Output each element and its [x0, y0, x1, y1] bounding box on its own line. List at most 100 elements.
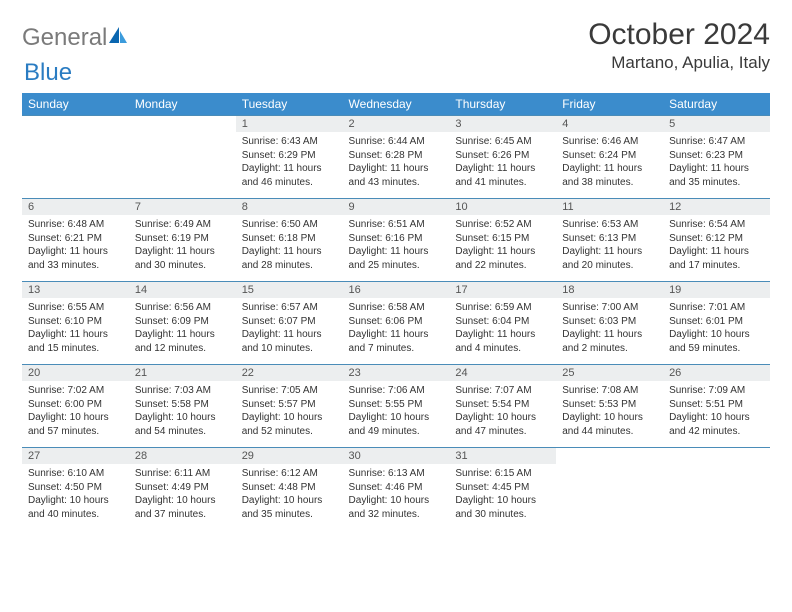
- sunrise-text: Sunrise: 6:13 AM: [349, 467, 444, 481]
- day-number: 25: [556, 365, 663, 381]
- daylight-text: Daylight: 11 hours and 25 minutes.: [349, 245, 444, 272]
- daylight-text: Daylight: 10 hours and 52 minutes.: [242, 411, 337, 438]
- day-content: Sunrise: 6:10 AMSunset: 4:50 PMDaylight:…: [22, 464, 129, 527]
- day-number: 12: [663, 199, 770, 215]
- sunrise-text: Sunrise: 6:46 AM: [562, 135, 657, 149]
- day-cell: 8Sunrise: 6:50 AMSunset: 6:18 PMDaylight…: [236, 199, 343, 282]
- sunrise-text: Sunrise: 6:50 AM: [242, 218, 337, 232]
- daylight-text: Daylight: 10 hours and 44 minutes.: [562, 411, 657, 438]
- day-number: 19: [663, 282, 770, 298]
- daylight-text: Daylight: 11 hours and 12 minutes.: [135, 328, 230, 355]
- day-header: Monday: [129, 93, 236, 116]
- daylight-text: Daylight: 11 hours and 7 minutes.: [349, 328, 444, 355]
- day-cell: .: [663, 448, 770, 531]
- sunset-text: Sunset: 5:51 PM: [669, 398, 764, 412]
- week-row: 20Sunrise: 7:02 AMSunset: 6:00 PMDayligh…: [22, 365, 770, 448]
- sunrise-text: Sunrise: 6:55 AM: [28, 301, 123, 315]
- daylight-text: Daylight: 11 hours and 43 minutes.: [349, 162, 444, 189]
- title-block: October 2024 Martano, Apulia, Italy: [588, 18, 770, 73]
- day-cell: 1Sunrise: 6:43 AMSunset: 6:29 PMDaylight…: [236, 116, 343, 199]
- day-cell: 7Sunrise: 6:49 AMSunset: 6:19 PMDaylight…: [129, 199, 236, 282]
- day-content: Sunrise: 7:06 AMSunset: 5:55 PMDaylight:…: [343, 381, 450, 444]
- day-content: Sunrise: 6:43 AMSunset: 6:29 PMDaylight:…: [236, 132, 343, 195]
- calendar-body: .. 1Sunrise: 6:43 AMSunset: 6:29 PMDaylig…: [22, 116, 770, 531]
- day-content: Sunrise: 6:46 AMSunset: 6:24 PMDaylight:…: [556, 132, 663, 195]
- sunset-text: Sunset: 4:50 PM: [28, 481, 123, 495]
- day-cell: 30Sunrise: 6:13 AMSunset: 4:46 PMDayligh…: [343, 448, 450, 531]
- day-content: Sunrise: 6:57 AMSunset: 6:07 PMDaylight:…: [236, 298, 343, 361]
- day-content: Sunrise: 7:08 AMSunset: 5:53 PMDaylight:…: [556, 381, 663, 444]
- day-content: Sunrise: 6:51 AMSunset: 6:16 PMDaylight:…: [343, 215, 450, 278]
- month-title: October 2024: [588, 18, 770, 51]
- day-cell: 9Sunrise: 6:51 AMSunset: 6:16 PMDaylight…: [343, 199, 450, 282]
- sunrise-text: Sunrise: 6:10 AM: [28, 467, 123, 481]
- day-cell: 31Sunrise: 6:15 AMSunset: 4:45 PMDayligh…: [449, 448, 556, 531]
- sunset-text: Sunset: 5:54 PM: [455, 398, 550, 412]
- day-cell: .: [556, 448, 663, 531]
- day-cell: 10Sunrise: 6:52 AMSunset: 6:15 PMDayligh…: [449, 199, 556, 282]
- daylight-text: Daylight: 11 hours and 15 minutes.: [28, 328, 123, 355]
- day-content: Sunrise: 6:44 AMSunset: 6:28 PMDaylight:…: [343, 132, 450, 195]
- day-cell: 11Sunrise: 6:53 AMSunset: 6:13 PMDayligh…: [556, 199, 663, 282]
- daylight-text: Daylight: 10 hours and 30 minutes.: [455, 494, 550, 521]
- sunrise-text: Sunrise: 7:07 AM: [455, 384, 550, 398]
- day-number: 11: [556, 199, 663, 215]
- daylight-text: Daylight: 10 hours and 42 minutes.: [669, 411, 764, 438]
- day-content: Sunrise: 7:00 AMSunset: 6:03 PMDaylight:…: [556, 298, 663, 361]
- sunset-text: Sunset: 6:03 PM: [562, 315, 657, 329]
- sunrise-text: Sunrise: 6:47 AM: [669, 135, 764, 149]
- day-header: Thursday: [449, 93, 556, 116]
- day-header: Sunday: [22, 93, 129, 116]
- day-cell: 22Sunrise: 7:05 AMSunset: 5:57 PMDayligh…: [236, 365, 343, 448]
- day-content: Sunrise: 6:49 AMSunset: 6:19 PMDaylight:…: [129, 215, 236, 278]
- sunset-text: Sunset: 6:12 PM: [669, 232, 764, 246]
- sunrise-text: Sunrise: 6:54 AM: [669, 218, 764, 232]
- day-content: Sunrise: 6:13 AMSunset: 4:46 PMDaylight:…: [343, 464, 450, 527]
- day-content: Sunrise: 6:48 AMSunset: 6:21 PMDaylight:…: [22, 215, 129, 278]
- day-header: Wednesday: [343, 93, 450, 116]
- day-cell: 4Sunrise: 6:46 AMSunset: 6:24 PMDaylight…: [556, 116, 663, 199]
- sunrise-text: Sunrise: 6:15 AM: [455, 467, 550, 481]
- sunset-text: Sunset: 4:45 PM: [455, 481, 550, 495]
- sunset-text: Sunset: 4:46 PM: [349, 481, 444, 495]
- sunrise-text: Sunrise: 6:11 AM: [135, 467, 230, 481]
- day-content: Sunrise: 7:01 AMSunset: 6:01 PMDaylight:…: [663, 298, 770, 361]
- day-number: 23: [343, 365, 450, 381]
- sunset-text: Sunset: 6:18 PM: [242, 232, 337, 246]
- sunrise-text: Sunrise: 7:03 AM: [135, 384, 230, 398]
- day-content: Sunrise: 7:05 AMSunset: 5:57 PMDaylight:…: [236, 381, 343, 444]
- daylight-text: Daylight: 11 hours and 20 minutes.: [562, 245, 657, 272]
- day-number: 18: [556, 282, 663, 298]
- sunset-text: Sunset: 4:48 PM: [242, 481, 337, 495]
- sunrise-text: Sunrise: 6:44 AM: [349, 135, 444, 149]
- day-content: Sunrise: 6:11 AMSunset: 4:49 PMDaylight:…: [129, 464, 236, 527]
- sunset-text: Sunset: 6:10 PM: [28, 315, 123, 329]
- daylight-text: Daylight: 11 hours and 2 minutes.: [562, 328, 657, 355]
- sunset-text: Sunset: 6:28 PM: [349, 149, 444, 163]
- day-cell: 14Sunrise: 6:56 AMSunset: 6:09 PMDayligh…: [129, 282, 236, 365]
- day-content: Sunrise: 6:54 AMSunset: 6:12 PMDaylight:…: [663, 215, 770, 278]
- day-cell: .: [22, 116, 129, 199]
- day-content: Sunrise: 7:02 AMSunset: 6:00 PMDaylight:…: [22, 381, 129, 444]
- day-cell: 5Sunrise: 6:47 AMSunset: 6:23 PMDaylight…: [663, 116, 770, 199]
- sunrise-text: Sunrise: 6:57 AM: [242, 301, 337, 315]
- day-number: 6: [22, 199, 129, 215]
- day-number: 15: [236, 282, 343, 298]
- day-number: 21: [129, 365, 236, 381]
- sunset-text: Sunset: 6:04 PM: [455, 315, 550, 329]
- sunset-text: Sunset: 6:00 PM: [28, 398, 123, 412]
- daylight-text: Daylight: 10 hours and 57 minutes.: [28, 411, 123, 438]
- day-cell: 15Sunrise: 6:57 AMSunset: 6:07 PMDayligh…: [236, 282, 343, 365]
- sunrise-text: Sunrise: 7:05 AM: [242, 384, 337, 398]
- sunset-text: Sunset: 6:21 PM: [28, 232, 123, 246]
- day-header: Friday: [556, 93, 663, 116]
- day-header: Saturday: [663, 93, 770, 116]
- sunrise-text: Sunrise: 7:06 AM: [349, 384, 444, 398]
- daylight-text: Daylight: 10 hours and 49 minutes.: [349, 411, 444, 438]
- day-number: 16: [343, 282, 450, 298]
- day-content: Sunrise: 7:07 AMSunset: 5:54 PMDaylight:…: [449, 381, 556, 444]
- sunset-text: Sunset: 4:49 PM: [135, 481, 230, 495]
- day-number: 30: [343, 448, 450, 464]
- day-number: 2: [343, 116, 450, 132]
- day-number: 9: [343, 199, 450, 215]
